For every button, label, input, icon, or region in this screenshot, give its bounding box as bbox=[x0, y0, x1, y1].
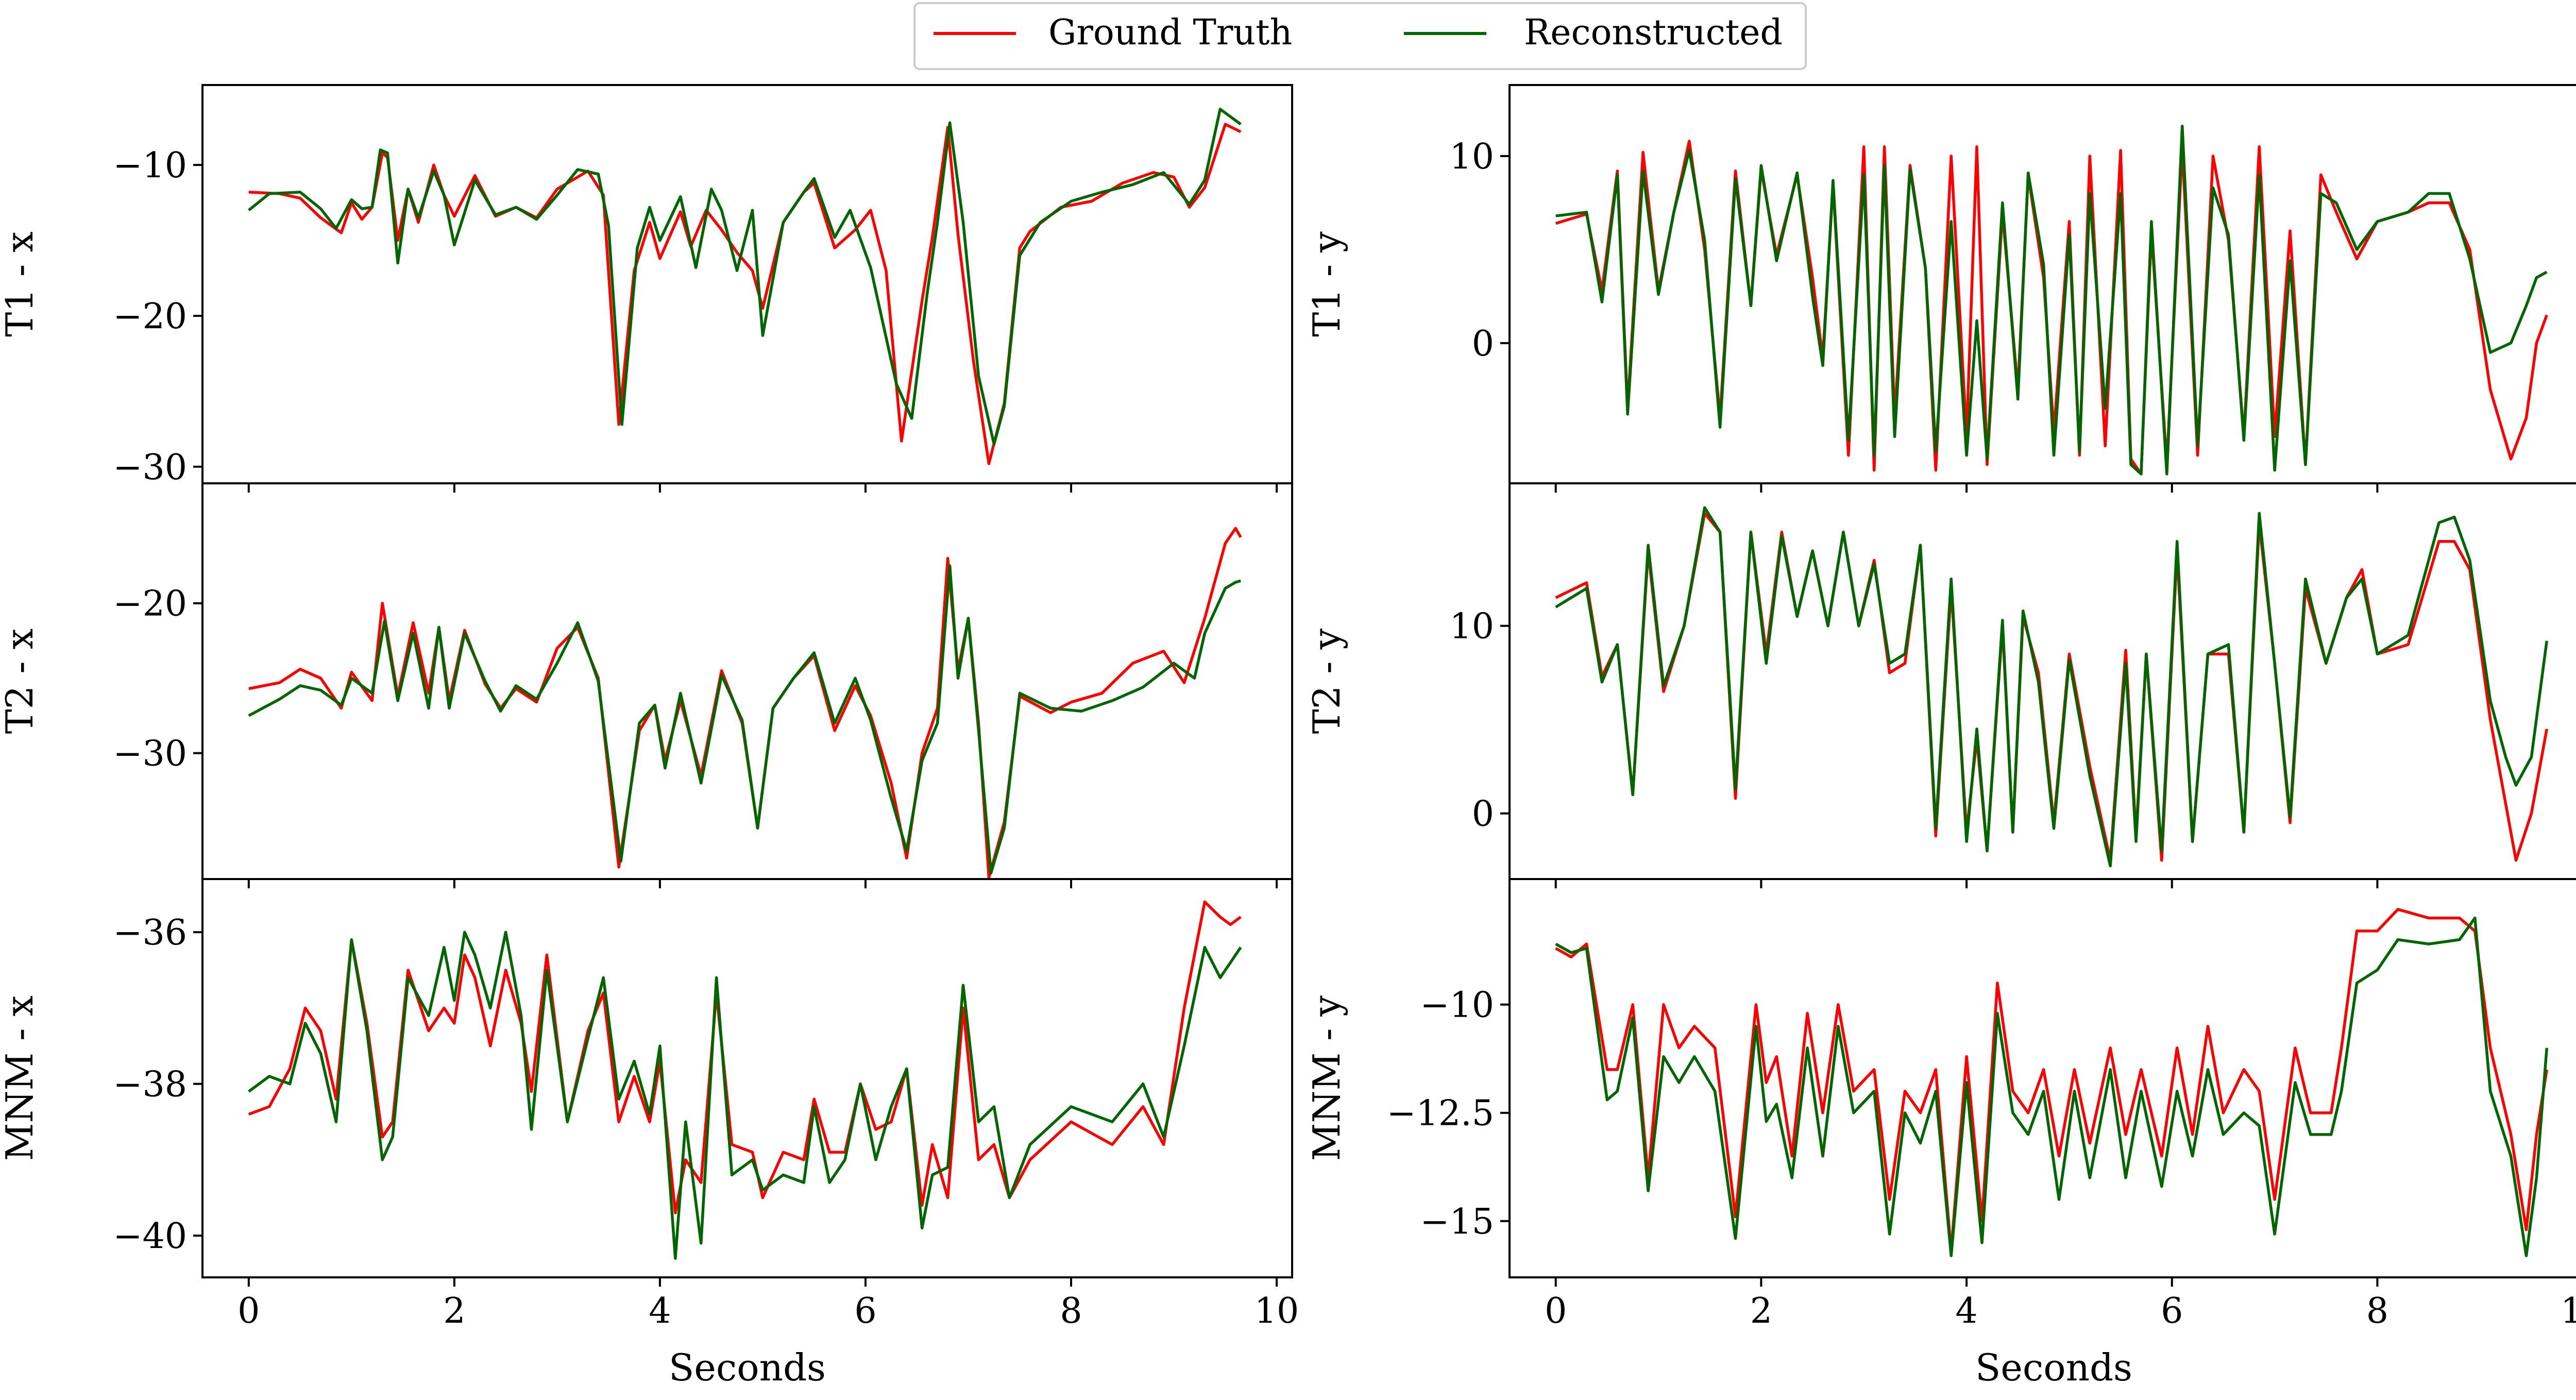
y-axis-label-mnm-x: MNM - x bbox=[0, 996, 41, 1161]
axes-frame-t1-x bbox=[201, 84, 1293, 484]
x-tick-label-mnm-x: 8 bbox=[1060, 1291, 1082, 1331]
x-tick-label-mnm-y: 4 bbox=[1955, 1291, 1977, 1331]
y-tick-label-t1-x: −20 bbox=[113, 296, 187, 337]
series-line-reconstructed-mnm-y bbox=[1555, 916, 2549, 1257]
series-line-reconstructed-mnm-x bbox=[248, 931, 1242, 1260]
legend-label-reconstructed: Reconstructed bbox=[1524, 12, 1783, 53]
panels: −10 −20 −30 T1 - x −20 −30 T2 - x −36 −38 −40 0 2 4 6… bbox=[0, 84, 2576, 1389]
y-tick-label-t2-y: 0 bbox=[1472, 794, 1494, 835]
y-tick-label-t1-y: 10 bbox=[1449, 137, 1494, 177]
y-axis-label-t2-x: T2 - x bbox=[0, 629, 41, 734]
x-tick-label-mnm-x: 10 bbox=[1255, 1291, 1299, 1331]
y-tick-label-t1-y: 0 bbox=[1472, 324, 1494, 364]
y-tick-label-t2-y: 10 bbox=[1449, 606, 1494, 647]
x-tick-label-mnm-y: 8 bbox=[2366, 1291, 2388, 1331]
y-tick-label-mnm-y: −15 bbox=[1420, 1202, 1494, 1242]
y-tick-label-mnm-x: −36 bbox=[113, 913, 187, 953]
y-axis-label-mnm-y: MNM - y bbox=[1305, 996, 1348, 1161]
y-tick-label-mnm-x: −38 bbox=[113, 1065, 187, 1105]
y-tick-label-mnm-x: −40 bbox=[113, 1216, 187, 1257]
x-axis-label-mnm-y: Seconds bbox=[1975, 1346, 2132, 1389]
x-tick-label-mnm-x: 4 bbox=[649, 1291, 671, 1331]
x-tick-label-mnm-y: 10 bbox=[2561, 1291, 2576, 1331]
x-axis-label-mnm-x: Seconds bbox=[669, 1346, 826, 1389]
y-tick-label-mnm-y: −10 bbox=[1420, 985, 1494, 1026]
panel-t1-y: 10 0 T1 - y bbox=[1305, 84, 2576, 493]
legend-frame bbox=[913, 2, 1807, 70]
panel-mnm-y: −10 −12.5 −15 0 2 4 6 8 10 Seconds MNM - y bbox=[1305, 878, 2576, 1389]
y-axis-label-t2-y: T2 - y bbox=[1305, 628, 1348, 734]
panel-t1-x: −10 −20 −30 T1 - x bbox=[0, 84, 1293, 493]
series-line-ground-truth-mnm-y bbox=[1555, 908, 2549, 1253]
axes-frame-mnm-y bbox=[1509, 878, 2576, 1278]
x-tick-label-mnm-x: 2 bbox=[443, 1291, 465, 1331]
y-tick-label-t1-x: −30 bbox=[113, 447, 187, 488]
series-line-reconstructed-t2-y bbox=[1555, 506, 2549, 868]
y-axis-label-t1-x: T1 - x bbox=[0, 231, 41, 337]
series-line-reconstructed-t1-y bbox=[1555, 125, 2548, 476]
x-tick-label-mnm-x: 6 bbox=[854, 1291, 876, 1331]
series-line-reconstructed-t2-x bbox=[248, 564, 1241, 875]
panel-mnm-x: −36 −38 −40 0 2 4 6 8 10 Seconds MNM - x bbox=[0, 878, 1299, 1389]
legend: Ground Truth Reconstructed bbox=[913, 2, 1807, 70]
y-axis-label-t1-y: T1 - y bbox=[1305, 231, 1348, 337]
x-tick-label-mnm-y: 0 bbox=[1545, 1291, 1567, 1331]
series-line-ground-truth-t1-x bbox=[248, 123, 1242, 465]
x-tick-label-mnm-x: 0 bbox=[238, 1291, 260, 1331]
series-line-reconstructed-t1-x bbox=[248, 108, 1242, 446]
y-tick-label-mnm-y: −12.5 bbox=[1387, 1093, 1494, 1134]
panel-t2-y: 10 0 T2 - y bbox=[1305, 482, 2576, 888]
y-tick-label-t2-x: −20 bbox=[113, 584, 187, 625]
series-line-ground-truth-t2-x bbox=[248, 527, 1242, 879]
axes-frame-t2-y bbox=[1509, 482, 2576, 880]
x-tick-label-mnm-y: 6 bbox=[2161, 1291, 2183, 1331]
y-tick-label-t2-x: −30 bbox=[113, 734, 187, 774]
x-tick-label-mnm-y: 2 bbox=[1750, 1291, 1772, 1331]
axes-frame-t2-x bbox=[201, 482, 1293, 880]
legend-label-ground-truth: Ground Truth bbox=[1048, 12, 1292, 53]
axes-frame-mnm-x bbox=[201, 878, 1293, 1278]
y-tick-label-t1-x: −10 bbox=[113, 145, 187, 186]
panel-t2-x: −20 −30 T2 - x bbox=[0, 482, 1293, 888]
